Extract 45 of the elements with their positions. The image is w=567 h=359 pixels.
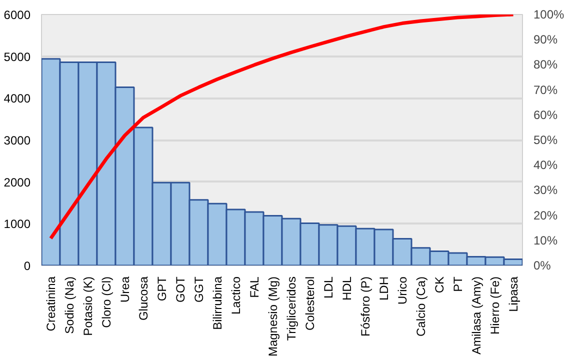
- x-tick-label: Creatinina: [44, 276, 58, 332]
- x-tick-label: CK: [432, 276, 446, 294]
- line-series: [49, 14, 515, 240]
- x-tick-label: Calcio (Ca): [414, 276, 428, 337]
- x-tick-label: Sodio (Na): [62, 276, 76, 334]
- y-tick-label: 1000: [4, 217, 31, 232]
- y-tick-label: 6000: [4, 8, 31, 22]
- x-tick-label: Cloro (Cl): [99, 276, 114, 328]
- y-tick-label: 2000: [4, 175, 31, 190]
- x-tick-label: Hierro (Fe): [488, 276, 502, 334]
- x-tick-label: Bilirrubina: [210, 276, 224, 330]
- x-tick-label: FAL: [247, 276, 262, 298]
- y2-tick-label: 50%: [534, 133, 558, 147]
- x-tick-label: Trigliceridos: [284, 276, 298, 341]
- x-tick-label: PT: [450, 276, 465, 292]
- x-tick-label: Magnesio (Mg): [266, 276, 280, 357]
- y2-tick-label: 90%: [534, 32, 558, 47]
- x-tick-label: GGT: [192, 276, 206, 302]
- y2-tick-label: 20%: [534, 208, 558, 222]
- x-tick-label: Amilasa (Amy): [469, 276, 484, 355]
- x-tick-label: LDL: [321, 276, 336, 299]
- x-tick-label: Fósforo (P): [358, 276, 372, 337]
- y2-tick-label: 70%: [534, 82, 558, 97]
- x-tick-label: Urea: [118, 276, 132, 303]
- x-tick-label: HDL: [340, 276, 354, 301]
- y-tick-label: 3000: [4, 134, 31, 148]
- y2-tick-label: 100%: [534, 8, 565, 22]
- x-tick-label: Colesterol: [302, 276, 317, 331]
- x-tick-label: Lactico: [228, 276, 243, 315]
- y2-tick-label: 80%: [534, 58, 558, 72]
- y-tick-label: 0: [24, 259, 31, 273]
- y2-tick-label: 10%: [534, 233, 558, 248]
- x-tick-label: LDH: [376, 276, 391, 301]
- x-tick-label: GPT: [154, 276, 169, 302]
- y2-tick-label: 40%: [534, 158, 558, 172]
- x-tick-label: Glucosa: [136, 276, 150, 321]
- y2-tick-label: 30%: [534, 183, 558, 198]
- x-tick-label: GOT: [173, 276, 188, 302]
- y2-tick-label: 60%: [534, 108, 558, 122]
- x-tick-label: Lipasa: [506, 276, 520, 312]
- y2-tick-label: 0%: [534, 258, 552, 272]
- y-tick-label: 4000: [4, 92, 31, 106]
- y-tick-label: 5000: [4, 50, 31, 64]
- x-tick-label: Potasio (K): [80, 276, 95, 336]
- x-tick-label: Urico: [395, 276, 410, 304]
